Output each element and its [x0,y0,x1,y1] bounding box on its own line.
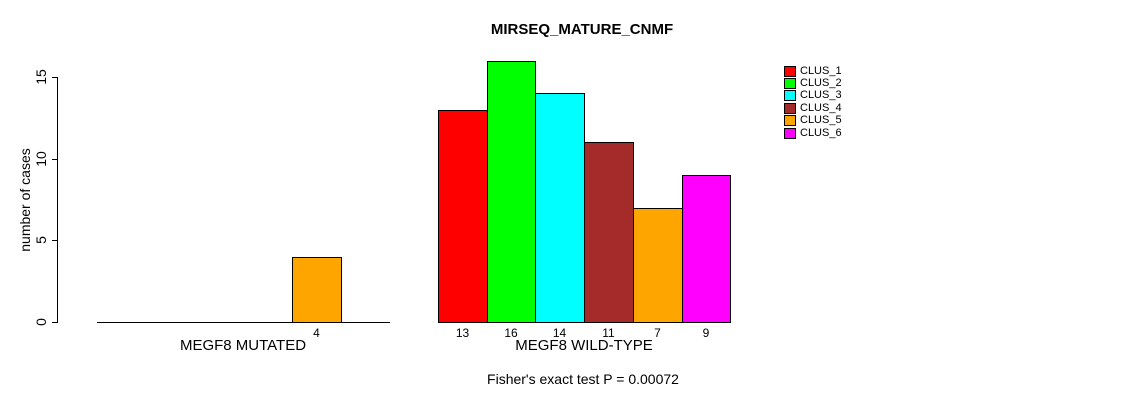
y-axis-tick-label: 0 [33,318,49,326]
bar-clus_2 [487,61,536,323]
bar-clus_4 [584,142,634,323]
x-group-label-wildtype: MEGF8 WILD-TYPE [515,337,653,354]
bar-clus_5 [633,208,683,323]
bar-value-label: 4 [313,326,320,340]
bar-value-label: 14 [552,326,567,340]
legend-item: CLUS_2 [784,77,842,89]
legend-label: CLUS_2 [800,76,842,89]
y-axis-tick [52,159,58,160]
bar-value-label: 9 [702,326,710,340]
bar-clus_3 [535,93,585,323]
legend-label: CLUS_4 [800,101,842,114]
y-axis-tick-label: 10 [33,151,49,167]
y-axis-tick [52,322,58,323]
y-axis-label: number of cases [17,148,33,252]
bar-value-label: 7 [654,326,661,340]
legend-swatch-clus_3 [784,90,796,102]
legend-swatch-clus_6 [784,127,796,139]
legend-swatch-clus_1 [784,65,796,77]
x-group-label-mutated: MEGF8 MUTATED [179,337,307,354]
bar-value-label: 11 [602,326,615,340]
legend-label: CLUS_1 [800,64,842,77]
legend-swatch-clus_2 [784,77,796,89]
legend-item: CLUS_1 [784,65,842,77]
bar-clus_6 [682,175,731,323]
group-baseline [97,322,390,323]
y-axis-tick [52,77,58,78]
fisher-test-annotation: Fisher's exact test P = 0.00072 [487,371,679,387]
legend-label: CLUS_3 [800,89,842,102]
y-axis-tick-label: 15 [33,69,49,85]
y-axis-tick-label: 5 [33,236,49,244]
legend-label: CLUS_6 [800,126,842,139]
legend-swatch-clus_4 [784,102,796,114]
legend-item: CLUS_4 [784,102,842,114]
legend-item: CLUS_3 [784,90,842,102]
bar-value-label: 16 [504,326,518,340]
y-axis-tick [52,240,58,241]
y-axis-line [57,77,58,323]
legend-item: CLUS_5 [784,115,842,127]
chart-title: MIRSEQ_MATURE_CNMF [490,21,674,38]
legend-label: CLUS_5 [800,114,842,127]
legend-swatch-clus_5 [784,115,796,127]
bar-value-label: 13 [455,326,470,340]
legend-item: CLUS_6 [784,127,842,139]
bar-clus_5 [292,257,342,323]
bar-clus_1 [438,110,488,323]
